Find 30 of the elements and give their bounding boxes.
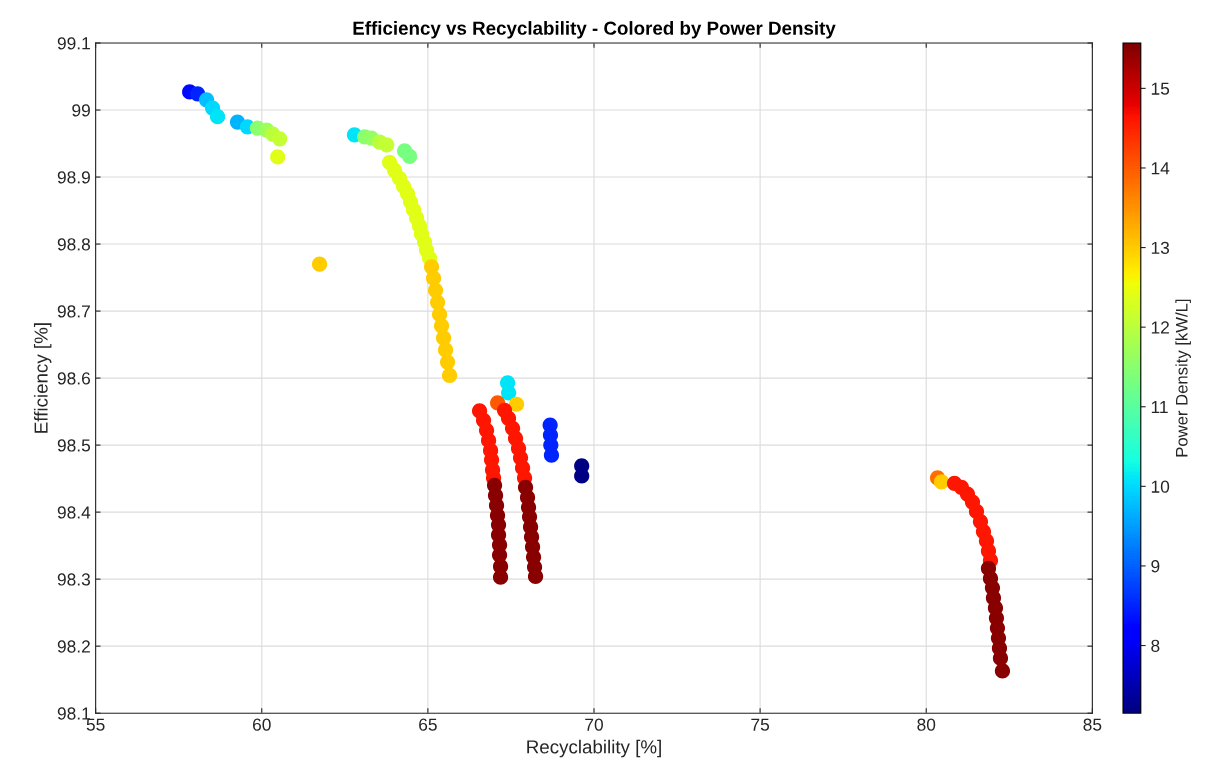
color-bar-label: 10 [1151,480,1170,493]
x-tick-label: 80 [917,718,936,731]
y-tick-label: 98.8 [57,238,91,251]
y-tick-label: 98.4 [57,506,91,519]
color-bar-label: 15 [1151,82,1170,95]
x-axis-title: Recyclability [%] [527,739,661,758]
color-bar-label: 14 [1151,162,1170,175]
color-bar-label: 8 [1151,639,1160,652]
y-tick-label: 98.9 [57,171,90,184]
y-tick-label: 98.2 [57,640,90,653]
x-tick-label: 55 [86,718,105,731]
chart-title: Efficiency vs Recyclability - Colored by Power Density [353,21,836,39]
color-bar-title: Power Density [kW/L] [1175,299,1191,457]
y-tick-label: 99 [72,104,90,117]
x-tick-label: 70 [585,718,603,731]
y-tick-label: 98.5 [57,439,91,452]
color-bar-label: 9 [1151,560,1160,573]
x-tick-label: 75 [751,718,770,731]
y-tick-label: 98.6 [57,372,91,385]
y-tick-label: 98.1 [57,707,90,720]
y-tick-label: 98.3 [57,573,91,586]
color-bar-label: 13 [1151,241,1170,255]
y-tick-label: 99.1 [57,37,90,50]
color-bar-label: 11 [1151,401,1168,414]
color-bar-label: 12 [1151,321,1169,334]
x-tick-label: 85 [1083,718,1102,731]
x-tick-label: 60 [252,718,271,731]
x-tick-label: 65 [419,718,437,731]
y-tick-label: 98.7 [57,305,90,318]
y-axis-title: Efficiency [%] [33,323,52,433]
